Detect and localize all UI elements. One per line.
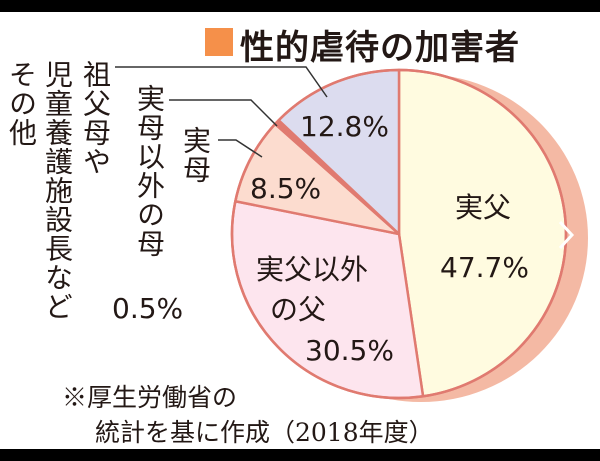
slice-label-biological-father: 実父 xyxy=(455,191,512,224)
leader-line-biological-mother xyxy=(218,139,263,158)
slice-label-non-biological-father-1: 実父以外 xyxy=(256,253,369,286)
pie-outline xyxy=(230,68,568,400)
label-non-biological-mother: 実母以外の母 xyxy=(133,84,166,258)
leader-line-other xyxy=(115,66,328,98)
chevron-right-icon[interactable] xyxy=(558,220,575,250)
value-non-biological-mother: 0.5% xyxy=(112,292,184,325)
footnote-line-1: ※厚生労働省の xyxy=(62,383,238,412)
slice-value-biological-father: 47.7% xyxy=(440,251,529,284)
slice-label-non-biological-father-2: の父 xyxy=(270,293,327,326)
footnote-line-2: 統計を基に作成（2018年度） xyxy=(95,418,434,447)
slice-value-biological-mother: 8.5% xyxy=(250,172,322,205)
slice-value-non-biological-father: 30.5% xyxy=(305,334,394,367)
leader-line-non-biological-mother xyxy=(169,99,278,127)
chart-title: 性的虐待の加害者 xyxy=(240,28,520,68)
bottom-bar xyxy=(0,449,600,461)
label-other-3: その他 xyxy=(5,60,38,147)
top-bar xyxy=(0,0,600,12)
label-other-2: 児童養護施設長など xyxy=(41,60,74,321)
label-other-1: 祖父母や xyxy=(79,60,112,176)
label-biological-mother: 実母 xyxy=(179,126,212,184)
slice-value-other: 12.8% xyxy=(300,110,389,143)
title-square-icon xyxy=(205,28,233,56)
